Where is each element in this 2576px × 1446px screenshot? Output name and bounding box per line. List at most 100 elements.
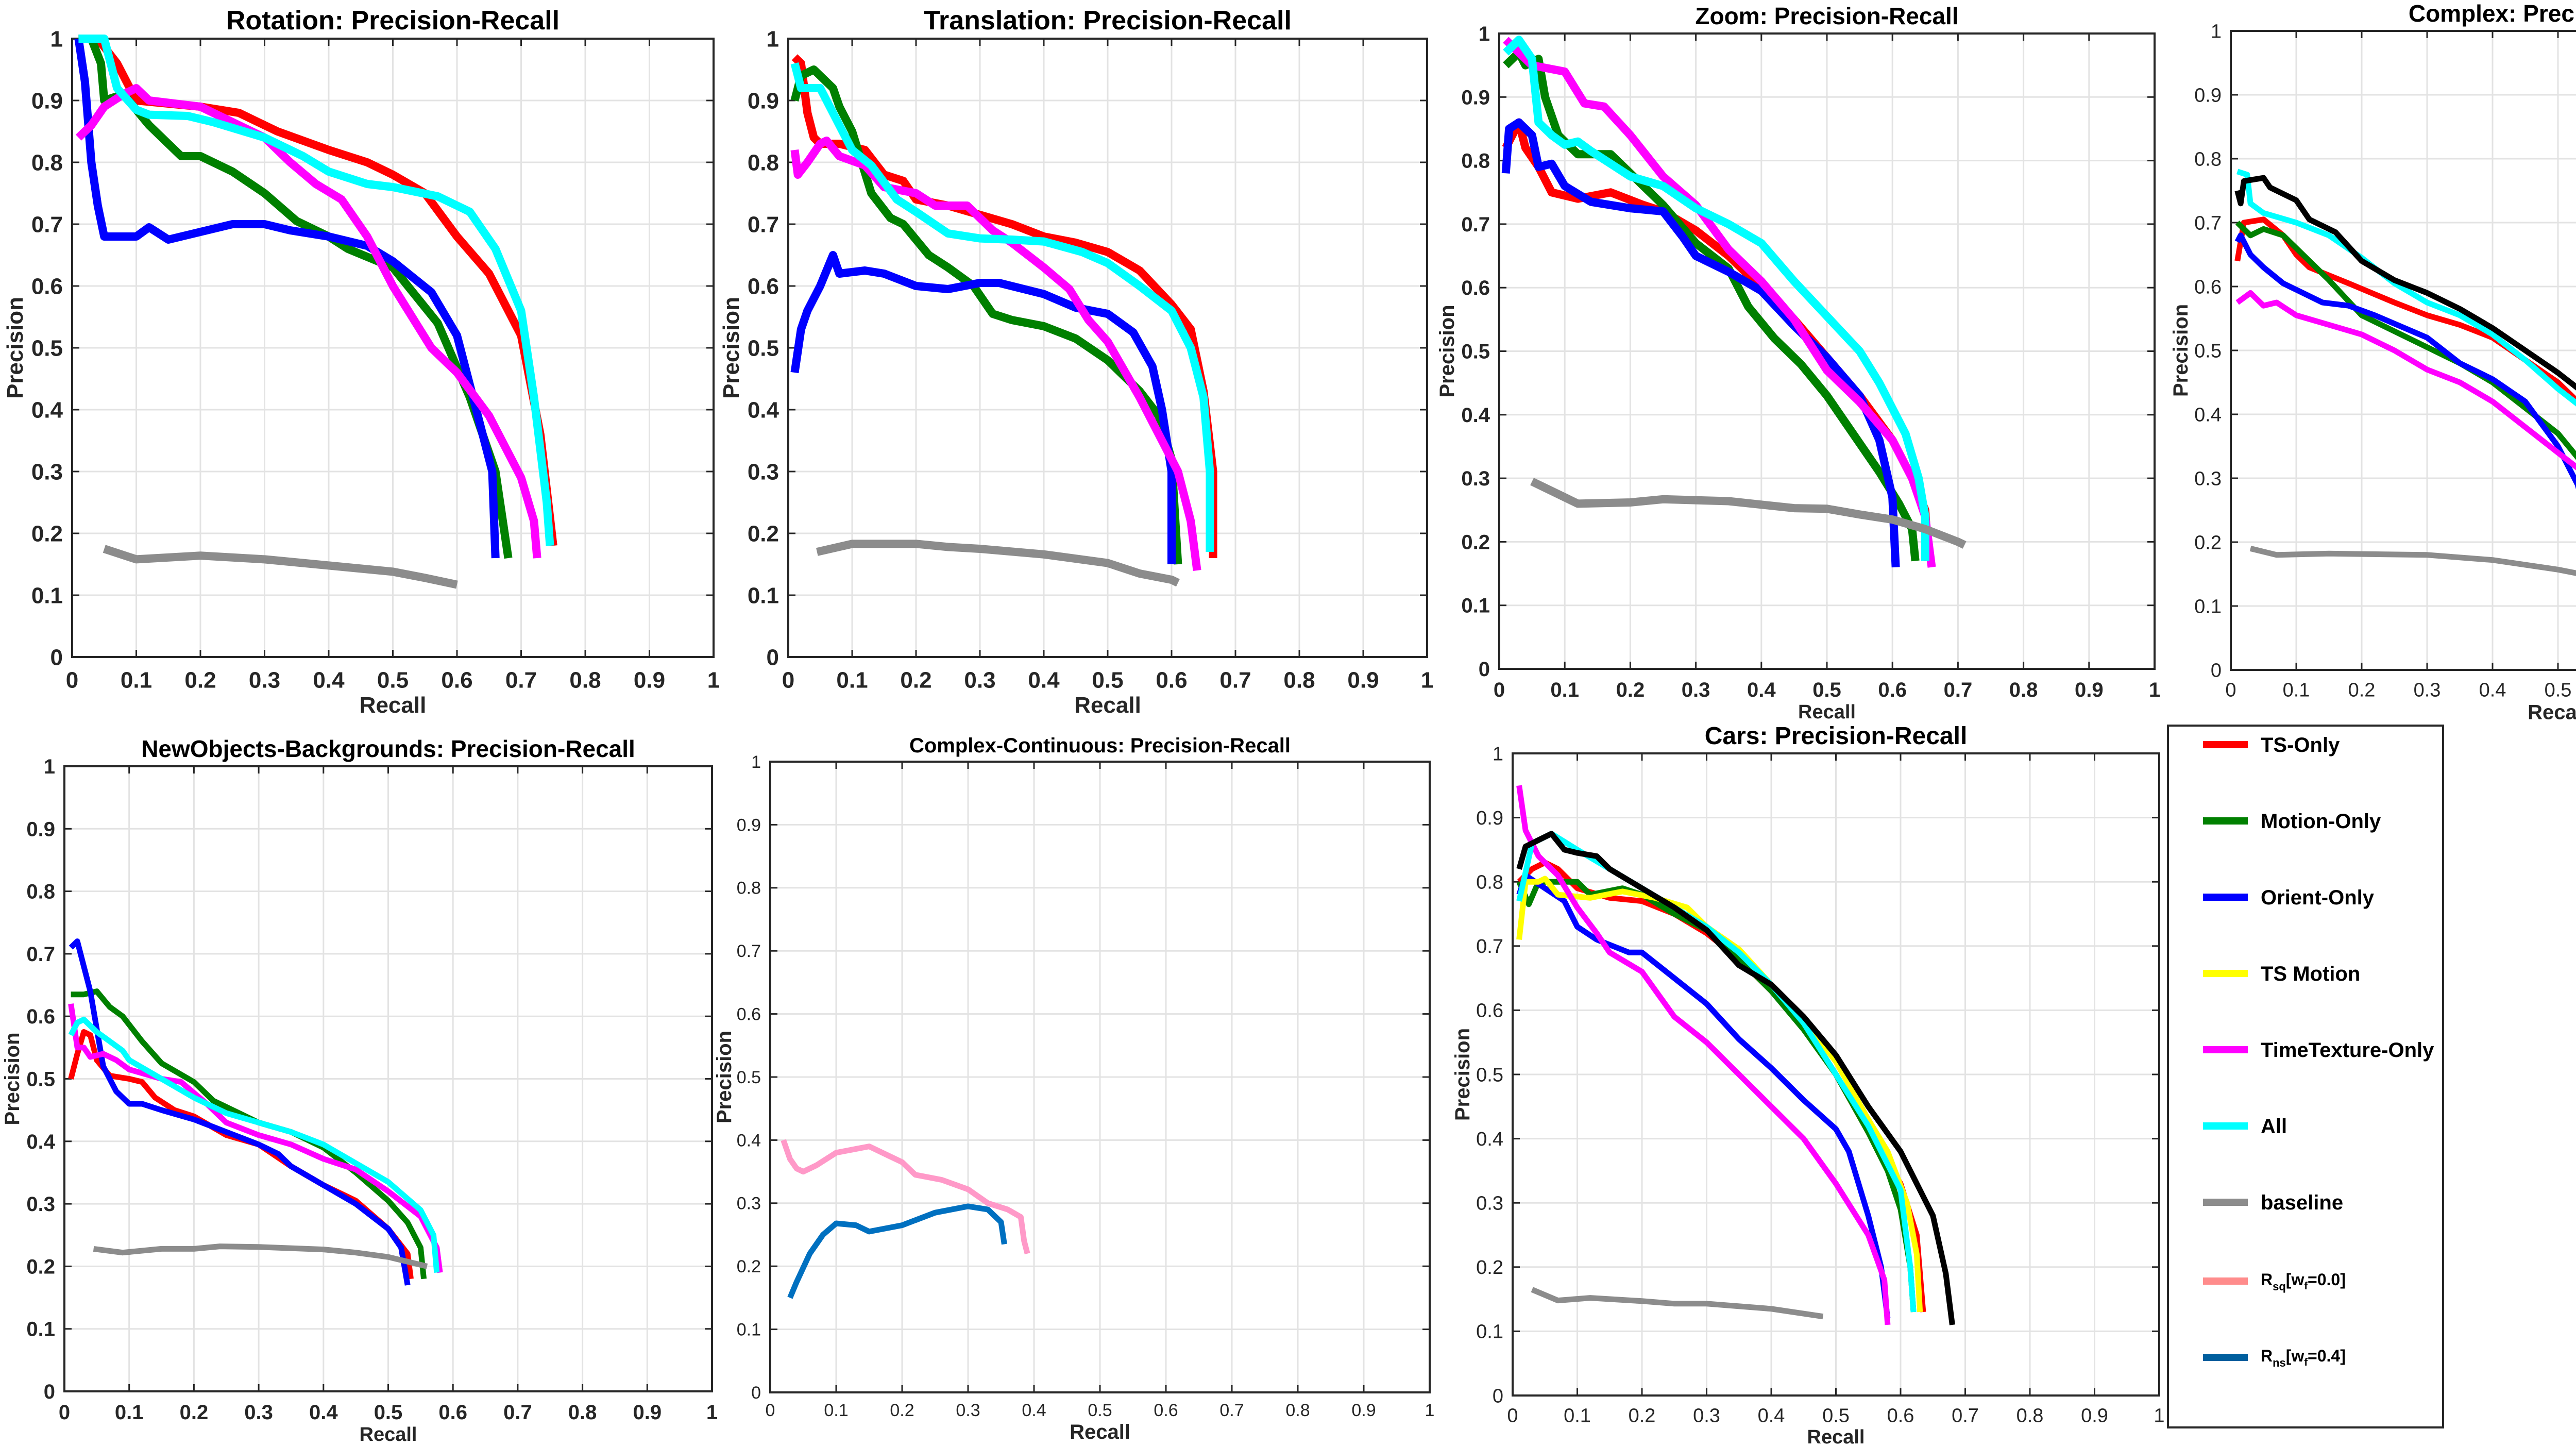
x-tick-label: 0.5 [1812,679,1841,701]
x-tick-label: 0.6 [1878,679,1907,701]
y-tick-label: 0.5 [31,335,63,361]
legend-label: Orient-Only [2261,886,2375,909]
x-tick-label: 0.2 [1616,679,1645,701]
y-tick-label: 0.3 [1476,1193,1503,1215]
x-tick-label: 0.9 [1347,667,1379,693]
x-tick-label: 0.2 [890,1401,914,1420]
x-tick-label: 0 [59,1401,70,1424]
plot-frame [787,38,1428,658]
chart-translation: 0 0.1 0.2 0.3 0.4 0.5 0.6 0.7 0.8 0.9 1 0 0.1 0.2 0.3 0… [719,6,1433,718]
y-axis-label: Precision [2170,304,2192,397]
series-line-ts-only [791,54,1217,558]
x-tick-label: 0.5 [1092,667,1123,693]
x-axis-label: Recall [1070,1421,1130,1443]
legend-label-part: f [2304,1357,2308,1368]
series-line-baseline [816,540,1180,587]
y-tick-label: 0.6 [2194,276,2222,298]
y-axis-label: Precision [1,1032,24,1125]
legend-label-part: f [2304,1281,2308,1292]
x-tick-label: 1 [2149,679,2160,701]
legend: TS-Only Motion-Only Orient-Only TS Motion Ti… [2167,725,2444,1428]
y-tick-label: 0.4 [2194,404,2222,426]
y-tick-label: 0.1 [748,583,779,608]
legend-label: Motion-Only [2261,810,2381,833]
y-tick-label: 0.7 [737,941,761,961]
series-line-motion-only [1503,48,1920,562]
y-tick-label: 0.1 [31,583,63,608]
x-tick-label: 0.5 [377,667,409,693]
legend-item-orient-only: Orient-Only [2203,886,2375,909]
chart-title: Complex: Precision-Recall [2409,0,2576,27]
series-line-all [68,1016,440,1273]
series-line-baseline [1531,1287,1824,1320]
x-tick-label: 0.8 [569,667,601,693]
y-tick-label: 0.6 [1476,1000,1503,1022]
series-line-orient-only [74,38,500,559]
x-tick-label: 0.8 [2009,679,2038,701]
y-tick-label: 0.4 [31,397,63,423]
x-tick-label: 0 [2225,679,2236,701]
series-line-baseline [93,1243,428,1269]
x-tick-label: 0.3 [1693,1405,1720,1426]
x-axis-label: Recall [1807,1426,1865,1446]
y-tick-label: 0.7 [31,212,63,237]
legend-label: Rsq[wf=0.0] [2261,1270,2346,1293]
y-tick-label: 0.1 [1461,595,1490,617]
x-axis-label: Recall [1798,701,1856,723]
x-tick-label: 0.8 [1285,1401,1310,1420]
y-tick-label: 0.1 [26,1318,55,1341]
x-tick-label: 0.4 [1747,679,1776,701]
y-tick-label: 0.2 [1461,531,1490,553]
x-tick-label: 0.4 [1758,1405,1785,1426]
x-tick-label: 1 [2154,1405,2164,1426]
y-tick-label: 1 [2211,21,2222,42]
legend-label: TimeTexture-Only [2261,1039,2434,1062]
y-tick-label: 0.4 [748,397,779,423]
y-axis-label: Precision [1436,305,1459,397]
x-tick-label: 0 [782,667,794,693]
x-tick-label: 0.4 [1028,667,1060,693]
x-tick-label: 1 [1421,667,1433,693]
y-tick-label: 0.8 [737,879,761,898]
y-tick-label: 0.3 [748,459,779,484]
x-tick-label: 0.7 [505,667,537,693]
legend-item-motion-only: Motion-Only [2203,810,2381,833]
y-tick-label: 0.8 [31,150,63,175]
series-line-timetexture-only [2235,290,2576,470]
y-tick-label: 0.2 [2194,532,2222,553]
x-tick-label: 0.4 [2479,679,2506,701]
y-tick-label: 0.6 [737,1005,761,1024]
legend-label-part: ns [2273,1356,2286,1369]
x-tick-label: 0.3 [956,1401,980,1420]
y-tick-label: 0.8 [2194,148,2222,170]
series-line-timetexture-only [790,137,1201,571]
plot-frame [63,765,713,1392]
x-tick-label: 0.5 [1822,1405,1850,1426]
x-tick-label: 0.5 [2545,679,2572,701]
x-tick-label: 0.8 [568,1401,597,1424]
legend-label-part: sq [2273,1280,2286,1293]
series-line-all [790,62,1214,552]
plot-frame [769,761,1431,1393]
x-tick-label: 0.2 [1629,1405,1656,1426]
x-axis-label: Recall [1074,693,1141,718]
legend-label-part: R [2261,1347,2273,1365]
x-tick-label: 0.2 [2348,679,2376,701]
y-tick-label: 0 [751,1383,761,1403]
x-tick-label: 0.6 [1154,1401,1178,1420]
chart-title: Rotation: Precision-Recall [226,6,560,36]
x-tick-label: 0.7 [1219,1401,1244,1420]
x-tick-label: 0.8 [1283,667,1315,693]
chart-rotation: 0 0.1 0.2 0.3 0.4 0.5 0.6 0.7 0.8 0.9 1 0 0.1 0.2 0.3 0… [3,6,720,718]
x-tick-label: 0 [766,1401,775,1420]
x-tick-label: 0.4 [1022,1401,1046,1420]
series-line-all [1503,36,1929,561]
legend-item-ts-only: TS-Only [2203,734,2340,756]
x-tick-label: 0.6 [438,1401,467,1424]
legend-label-part: R [2261,1270,2273,1289]
x-tick-label: 0.7 [503,1401,532,1424]
chart-zoom: 0 0.1 0.2 0.3 0.4 0.5 0.6 0.7 0.8 0.9 1 0 0.1 0.2 0.3 0… [1436,3,2160,723]
y-tick-label: 0.7 [1476,936,1503,957]
y-tick-label: 0.2 [1476,1257,1503,1279]
y-axis-label: Precision [1451,1028,1474,1121]
